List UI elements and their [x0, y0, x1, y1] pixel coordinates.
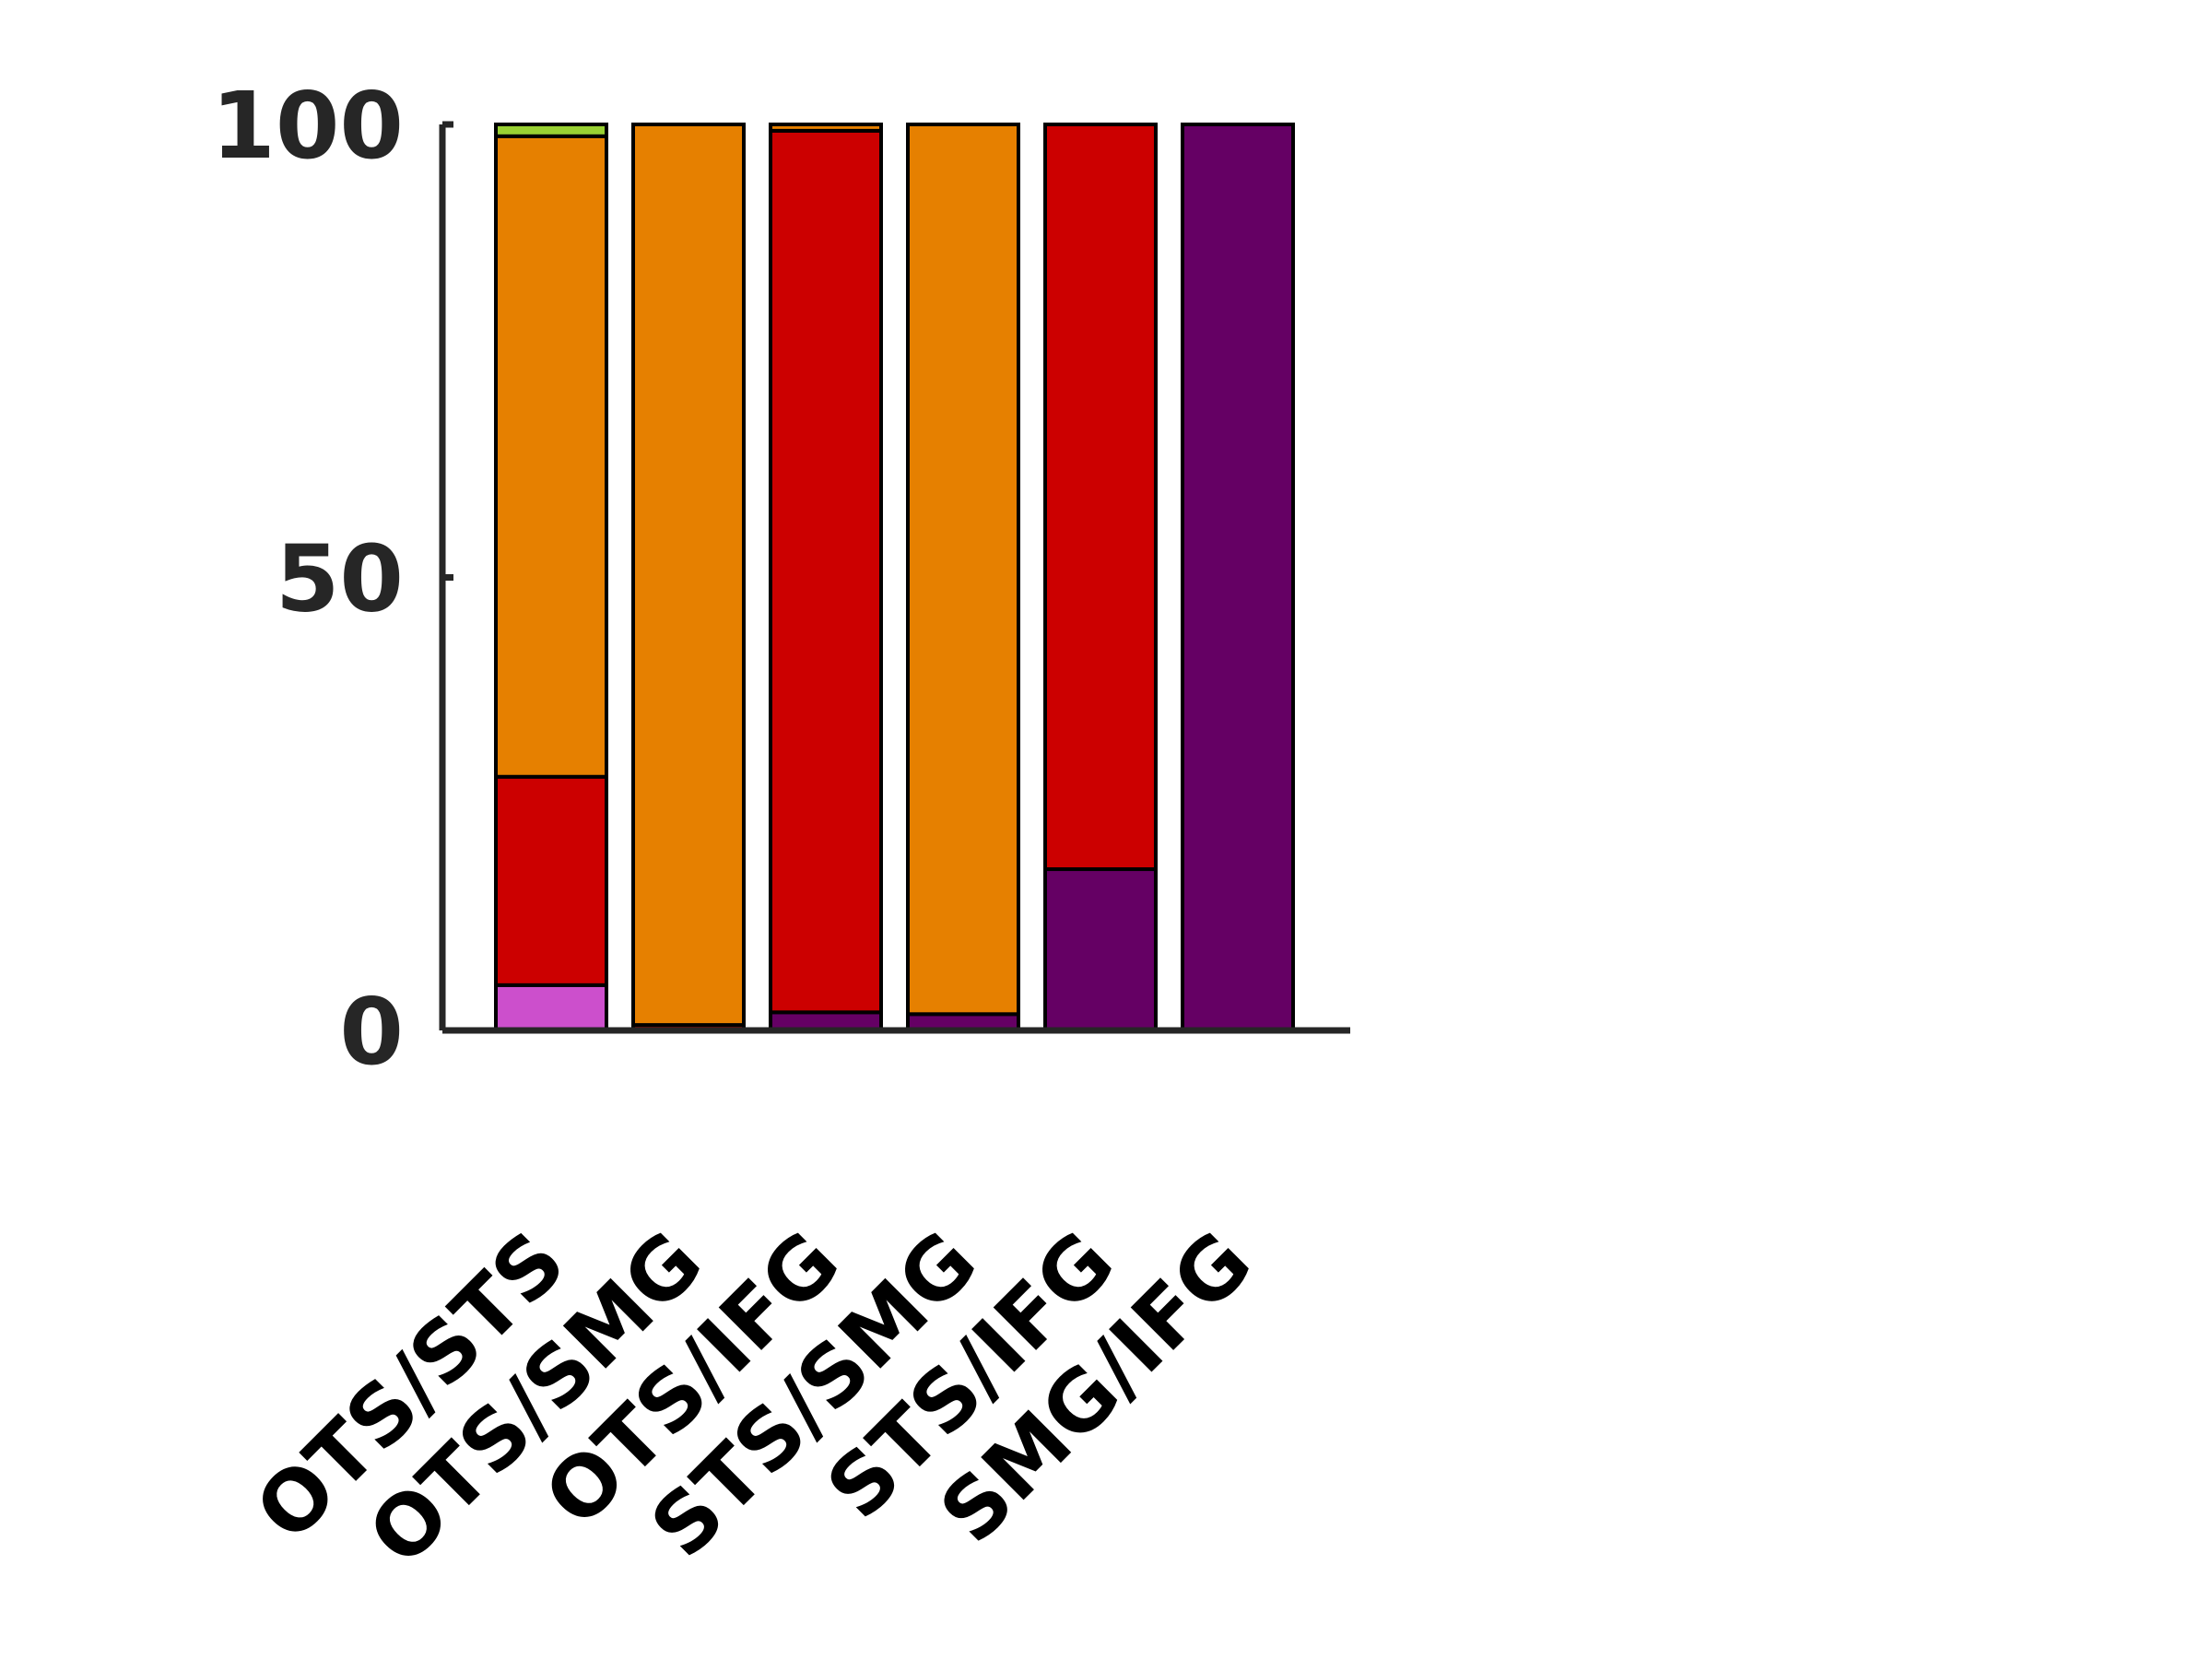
- bar-segment-5-3: [1043, 123, 1158, 872]
- bar-segment-5-2: [1043, 867, 1158, 1032]
- bar-segment-1-3: [494, 774, 608, 987]
- y-tick-label-3: 100: [211, 72, 404, 180]
- bar-segment-3-4: [769, 123, 883, 133]
- bars-layer: [494, 123, 1295, 1033]
- bar-segment-1-5: [494, 123, 608, 138]
- bar-segment-3-3: [769, 128, 883, 1015]
- bar-segment-4-4: [906, 123, 1020, 1017]
- y-ticks: 0 50 100: [211, 72, 453, 1086]
- bar-segment-6-2: [1181, 123, 1295, 1032]
- bar-segment-2-4: [631, 123, 746, 1028]
- y-tick-label-2: 50: [276, 525, 404, 633]
- bar-segment-1-1: [494, 982, 608, 1032]
- x-tick-labels: OTS/STSOTS/SMGOTS/IFGSTS/SMGSTS/IFGSMG/I…: [238, 1213, 1271, 1583]
- bar-segment-1-4: [494, 134, 608, 779]
- y-tick-label-1: 0: [339, 978, 404, 1086]
